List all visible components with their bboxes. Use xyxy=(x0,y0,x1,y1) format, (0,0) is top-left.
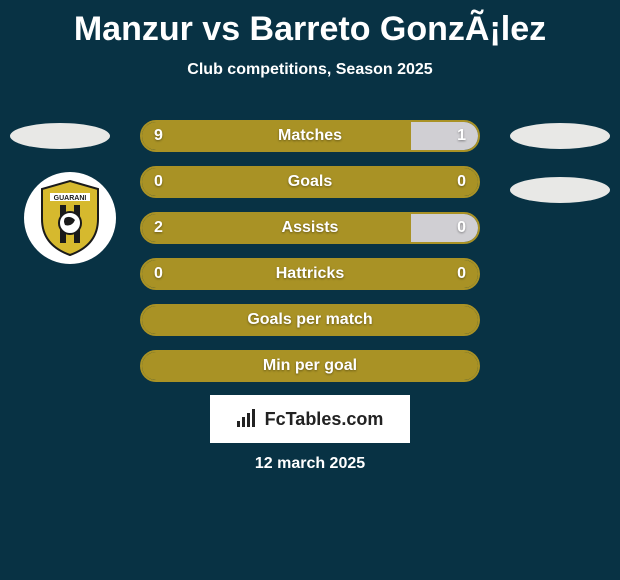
fctables-label: FcTables.com xyxy=(265,409,384,430)
stat-row-matches: 9 Matches 1 xyxy=(140,120,480,152)
stat-row-gpm: Goals per match xyxy=(140,304,480,336)
stat-label: Min per goal xyxy=(142,352,478,380)
date-label: 12 march 2025 xyxy=(0,455,620,473)
stat-value-right: 0 xyxy=(457,214,466,242)
stat-label: Goals xyxy=(142,168,478,196)
stat-value-right: 0 xyxy=(457,168,466,196)
stat-row-mpg: Min per goal xyxy=(140,350,480,382)
bar-chart-icon xyxy=(237,409,259,430)
stat-value-right: 0 xyxy=(457,260,466,288)
page-title: Manzur vs Barreto GonzÃ¡lez xyxy=(0,0,620,49)
player-photo-placeholder-right-1 xyxy=(510,123,610,149)
stat-row-assists: 2 Assists 0 xyxy=(140,212,480,244)
stat-label: Hattricks xyxy=(142,260,478,288)
stat-row-hattricks: 0 Hattricks 0 xyxy=(140,258,480,290)
stat-row-goals: 0 Goals 0 xyxy=(140,166,480,198)
stat-label: Assists xyxy=(142,214,478,242)
stat-label: Matches xyxy=(142,122,478,150)
stat-label: Goals per match xyxy=(142,306,478,334)
player-photo-placeholder-left xyxy=(10,123,110,149)
svg-text:GUARANI: GUARANI xyxy=(54,195,87,202)
team-crest-left: GUARANI xyxy=(24,172,116,264)
player-photo-placeholder-right-2 xyxy=(510,177,610,203)
guarani-crest-icon: GUARANI xyxy=(36,179,104,257)
stat-value-right: 1 xyxy=(457,122,466,150)
subtitle: Club competitions, Season 2025 xyxy=(0,61,620,79)
stats-bars: 9 Matches 1 0 Goals 0 2 Assists 0 0 Hatt… xyxy=(140,120,480,396)
fctables-badge: FcTables.com xyxy=(210,395,410,443)
